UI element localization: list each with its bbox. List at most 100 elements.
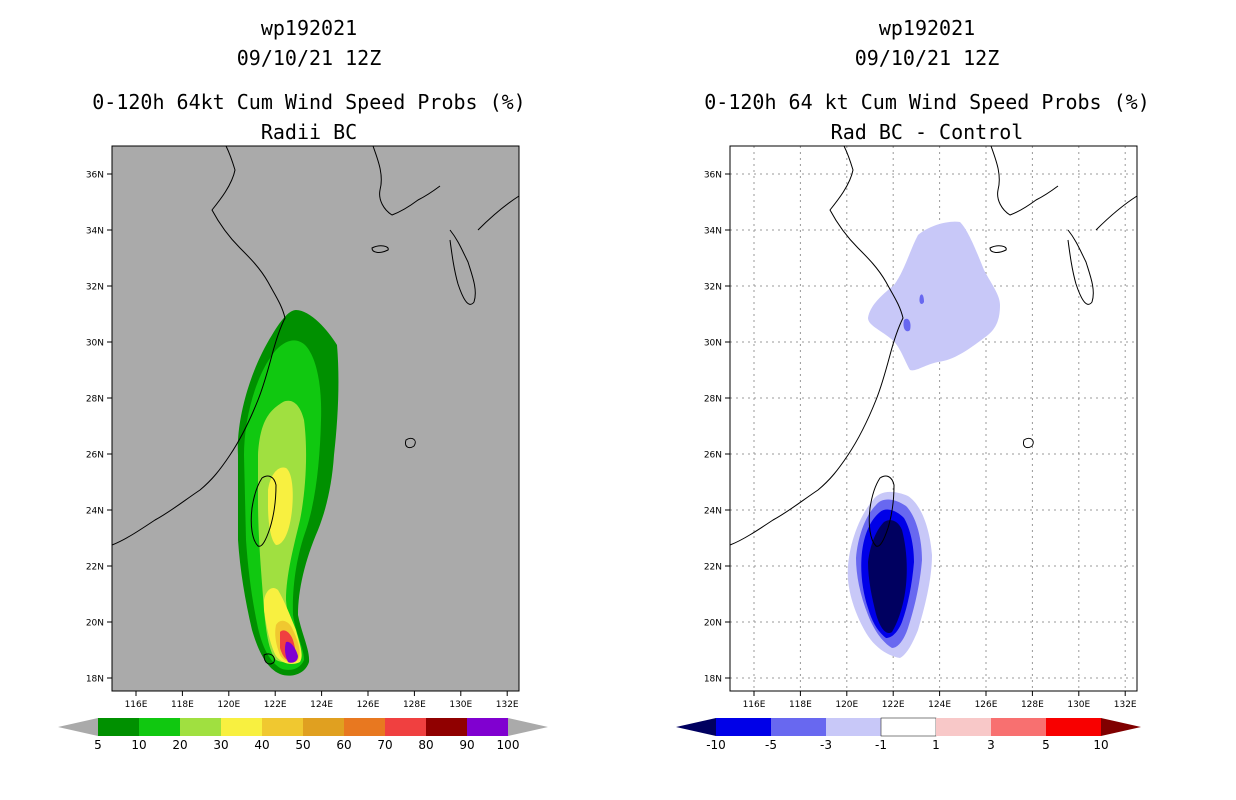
left-panel: wp192021 09/10/21 12Z 0-120h 64kt Cum Wi…: [58, 16, 548, 752]
left-title-storm: wp192021: [260, 16, 358, 40]
cbar-box: [880, 717, 937, 737]
lat-label: 28N: [704, 395, 722, 405]
left-probability-contours: [237, 310, 339, 676]
left-map: 36N 34N 32N 30N 28N 26N 24N 22N 20N 18N 116E 118E 1…: [58, 145, 548, 752]
left-title-subtitle: Radii BC: [260, 120, 358, 144]
cbar-label: 60: [336, 738, 351, 752]
contour-neg3-north: [919, 294, 924, 304]
cbar-label: 3: [987, 738, 995, 752]
contour-neg10-south: [868, 520, 907, 634]
cbar-box: [467, 718, 508, 736]
lat-label: 34N: [86, 227, 104, 237]
right-difference-contours: [847, 221, 1000, 658]
cbar-left-arrow: [676, 718, 716, 736]
left-colorbar: 5 10 20 30 40 50 60 70 80 90 100: [58, 718, 548, 752]
left-title-date: 09/10/21 12Z: [236, 46, 382, 70]
cbar-label: 5: [94, 738, 102, 752]
cbar-label: 10: [1093, 738, 1108, 752]
cbar-box: [221, 718, 262, 736]
lon-label: 132E: [496, 700, 519, 710]
right-title-subtitle: Rad BC - Control: [830, 120, 1024, 144]
lon-label: 124E: [928, 700, 951, 710]
right-latitude-labels: 36N 34N 32N 30N 28N 26N 24N 22N 20N 18N: [704, 171, 730, 685]
cbar-box: [98, 718, 139, 736]
lat-label: 20N: [704, 619, 722, 629]
right-title-product: 0-120h 64 kt Cum Wind Speed Probs (%): [704, 90, 1150, 114]
right-map-frame: [729, 145, 1138, 692]
cbar-label: -10: [706, 738, 726, 752]
cbar-label: 50: [295, 738, 310, 752]
left-map-frame: [111, 145, 520, 692]
lat-label: 32N: [86, 283, 104, 293]
lon-label: 120E: [835, 700, 858, 710]
lat-label: 24N: [86, 507, 104, 517]
lat-label: 26N: [704, 451, 722, 461]
lat-label: 32N: [704, 283, 722, 293]
cbar-label: 40: [254, 738, 269, 752]
lon-label: 124E: [310, 700, 333, 710]
cbar-left-arrow: [58, 718, 98, 736]
lat-label: 18N: [704, 675, 722, 685]
cbar-box: [139, 718, 180, 736]
right-title-storm: wp192021: [878, 16, 976, 40]
cbar-right-arrow: [508, 718, 548, 736]
lon-label: 130E: [449, 700, 472, 710]
cbar-label: 100: [497, 738, 520, 752]
cbar-label: 70: [377, 738, 392, 752]
lat-label: 30N: [86, 339, 104, 349]
lon-label: 118E: [171, 700, 194, 710]
cbar-label: -5: [765, 738, 777, 752]
lon-label: 122E: [882, 700, 905, 710]
cbar-box: [385, 718, 426, 736]
cbar-box: [716, 718, 771, 736]
cbar-label: 20: [172, 738, 187, 752]
contour-neg1-north: [868, 221, 1000, 371]
cbar-label: 10: [131, 738, 146, 752]
cbar-box: [180, 718, 221, 736]
lat-label: 20N: [86, 619, 104, 629]
cbar-label: 30: [213, 738, 228, 752]
lon-label: 126E: [357, 700, 380, 710]
lon-label: 122E: [264, 700, 287, 710]
cbar-label: 1: [932, 738, 940, 752]
contour-90pct: [284, 641, 298, 663]
left-latitude-labels: 36N 34N 32N 30N 28N 26N 24N 22N 20N 18N: [86, 171, 112, 685]
lat-label: 28N: [86, 395, 104, 405]
lon-label: 120E: [217, 700, 240, 710]
lon-label: 128E: [1021, 700, 1044, 710]
left-longitude-labels: 116E 118E 120E 122E 124E 126E 128E 130E 132E: [125, 691, 519, 710]
cbar-box: [303, 718, 344, 736]
cbar-box: [262, 718, 303, 736]
right-title-date: 09/10/21 12Z: [854, 46, 1000, 70]
cbar-box: [991, 718, 1046, 736]
cbar-right-arrow: [1101, 718, 1141, 736]
cbar-box: [826, 718, 881, 736]
cbar-label: 80: [418, 738, 433, 752]
lat-label: 34N: [704, 227, 722, 237]
lat-label: 30N: [704, 339, 722, 349]
contour-neg3-north2: [903, 318, 911, 332]
lon-label: 116E: [125, 700, 148, 710]
lat-label: 22N: [704, 563, 722, 573]
lat-label: 36N: [86, 171, 104, 181]
cbar-box: [1046, 718, 1101, 736]
lat-label: 36N: [704, 171, 722, 181]
left-title-product: 0-120h 64kt Cum Wind Speed Probs (%): [92, 90, 526, 114]
right-coastlines: [729, 145, 1138, 547]
right-longitude-labels: 116E 118E 120E 122E 124E 126E 128E 130E 132E: [743, 691, 1137, 710]
lon-label: 116E: [743, 700, 766, 710]
lon-label: 126E: [975, 700, 998, 710]
cbar-box: [426, 718, 467, 736]
cbar-label: -3: [820, 738, 832, 752]
lat-label: 26N: [86, 451, 104, 461]
cbar-label: -1: [875, 738, 887, 752]
right-panel: wp192021 09/10/21 12Z 0-120h 64 kt Cum W…: [618, 0, 1236, 800]
lat-label: 18N: [86, 675, 104, 685]
right-colorbar: -10 -5 -3 -1 1 3 5 10: [676, 717, 1141, 752]
lat-label: 22N: [86, 563, 104, 573]
lon-label: 132E: [1114, 700, 1137, 710]
left-coastlines: [111, 145, 520, 665]
cbar-label: 5: [1042, 738, 1050, 752]
cbar-box: [771, 718, 826, 736]
